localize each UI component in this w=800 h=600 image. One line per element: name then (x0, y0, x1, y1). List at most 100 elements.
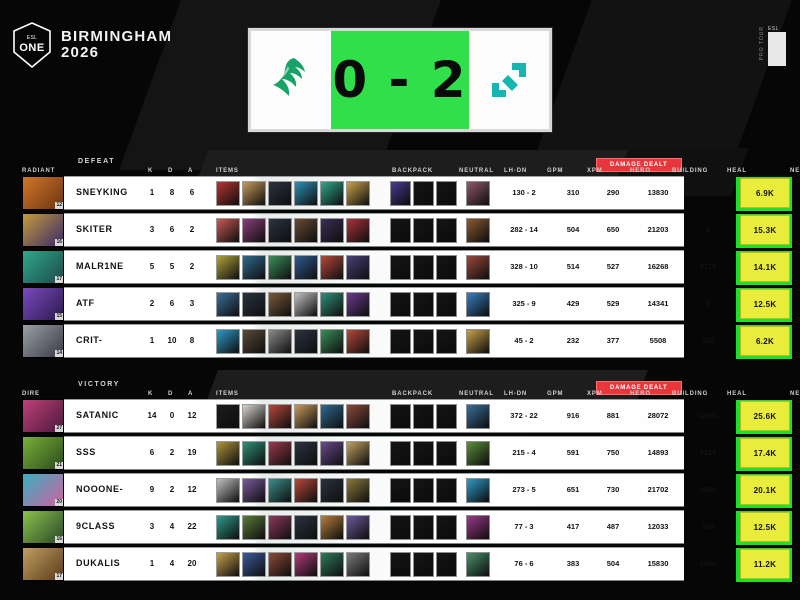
player-row-plate[interactable]: ATF 2 6 3 325 - 9 429 529 14341 0 0 (64, 287, 792, 322)
item-slot[interactable] (320, 404, 344, 429)
item-slot[interactable] (320, 478, 344, 503)
backpack-slot[interactable] (413, 218, 434, 243)
backpack-slot[interactable] (436, 218, 457, 243)
backpack-slot[interactable] (390, 515, 411, 540)
item-slot[interactable] (268, 552, 292, 577)
item-slot[interactable] (346, 404, 370, 429)
item-slot[interactable] (320, 292, 344, 317)
player-row-plate[interactable]: MALR1NE 5 5 2 328 - 10 514 527 16268 371… (64, 250, 792, 285)
player-row-plate[interactable]: SSS 6 2 19 215 - 4 591 750 14893 3129 0 (64, 436, 792, 471)
item-slot[interactable] (242, 329, 266, 354)
table-row[interactable]: 15 ATF 2 6 3 325 - 9 429 529 14341 0 0 1… (0, 287, 800, 322)
table-row[interactable]: 21 SSS 6 2 19 215 - 4 591 750 14893 3129… (0, 436, 800, 471)
item-slot[interactable] (294, 404, 318, 429)
hero-portrait[interactable]: 17 (22, 250, 64, 284)
hero-portrait[interactable]: 21 (22, 436, 64, 470)
backpack-slot[interactable] (413, 404, 434, 429)
player-row-plate[interactable]: SATANIC 14 0 12 372 - 22 916 881 28072 1… (64, 399, 792, 434)
backpack-slot[interactable] (413, 515, 434, 540)
neutral-item[interactable] (466, 441, 490, 466)
neutral-item[interactable] (466, 404, 490, 429)
item-slot[interactable] (320, 181, 344, 206)
item-slot[interactable] (242, 515, 266, 540)
item-slot[interactable] (294, 181, 318, 206)
backpack-slot[interactable] (436, 329, 457, 354)
neutral-item[interactable] (466, 218, 490, 243)
backpack-slot[interactable] (390, 441, 411, 466)
table-row[interactable]: 20 NOOONE- 9 2 12 273 - 5 651 730 21702 … (0, 473, 800, 508)
item-slot[interactable] (294, 478, 318, 503)
neutral-item[interactable] (466, 329, 490, 354)
backpack-slot[interactable] (436, 552, 457, 577)
table-row[interactable]: 16 SKITER 3 6 2 282 - 14 504 650 21203 0… (0, 213, 800, 248)
backpack-slot[interactable] (390, 292, 411, 317)
backpack-slot[interactable] (436, 292, 457, 317)
item-slot[interactable] (346, 441, 370, 466)
table-row[interactable]: 17 MALR1NE 5 5 2 328 - 10 514 527 16268 … (0, 250, 800, 285)
backpack-slot[interactable] (390, 218, 411, 243)
item-slot[interactable] (268, 441, 292, 466)
player-row-plate[interactable]: CRIT- 1 10 8 45 - 2 232 377 5508 326 0 (64, 324, 792, 359)
item-slot[interactable] (242, 441, 266, 466)
item-slot[interactable] (346, 329, 370, 354)
player-row-plate[interactable]: SNEYKING 1 8 6 130 - 2 310 290 13830 0 8… (64, 176, 792, 211)
item-slot[interactable] (346, 515, 370, 540)
backpack-slot[interactable] (390, 552, 411, 577)
item-slot[interactable] (242, 478, 266, 503)
neutral-item[interactable] (466, 255, 490, 280)
item-slot[interactable] (294, 292, 318, 317)
item-slot[interactable] (320, 441, 344, 466)
backpack-slot[interactable] (436, 478, 457, 503)
item-slot[interactable] (294, 218, 318, 243)
backpack-slot[interactable] (390, 329, 411, 354)
item-slot[interactable] (294, 255, 318, 280)
item-slot[interactable] (294, 441, 318, 466)
item-slot[interactable] (216, 218, 240, 243)
item-slot[interactable] (346, 552, 370, 577)
backpack-slot[interactable] (413, 478, 434, 503)
backpack-slot[interactable] (436, 255, 457, 280)
item-slot[interactable] (320, 552, 344, 577)
item-slot[interactable] (320, 329, 344, 354)
player-row-plate[interactable]: NOOONE- 9 2 12 273 - 5 651 730 21702 806… (64, 473, 792, 508)
hero-portrait[interactable]: 17 (22, 547, 64, 581)
item-slot[interactable] (242, 255, 266, 280)
table-row[interactable]: 17 DUKALIS 1 4 20 76 - 6 383 504 15830 1… (0, 547, 800, 582)
backpack-slot[interactable] (390, 181, 411, 206)
backpack-slot[interactable] (436, 181, 457, 206)
table-row[interactable]: 14 CRIT- 1 10 8 45 - 2 232 377 5508 326 … (0, 324, 800, 359)
player-row-plate[interactable]: DUKALIS 1 4 20 76 - 6 383 504 15830 1090… (64, 547, 792, 582)
item-slot[interactable] (346, 478, 370, 503)
item-slot[interactable] (294, 515, 318, 540)
player-row-plate[interactable]: SKITER 3 6 2 282 - 14 504 650 21203 0 0 (64, 213, 792, 248)
hero-portrait[interactable]: 16 (22, 510, 64, 544)
item-slot[interactable] (346, 292, 370, 317)
item-slot[interactable] (268, 515, 292, 540)
item-slot[interactable] (242, 292, 266, 317)
item-slot[interactable] (346, 218, 370, 243)
item-slot[interactable] (268, 478, 292, 503)
neutral-item[interactable] (466, 515, 490, 540)
item-slot[interactable] (242, 181, 266, 206)
backpack-slot[interactable] (436, 441, 457, 466)
backpack-slot[interactable] (413, 441, 434, 466)
item-slot[interactable] (320, 255, 344, 280)
item-slot[interactable] (268, 255, 292, 280)
neutral-item[interactable] (466, 292, 490, 317)
neutral-item[interactable] (466, 552, 490, 577)
table-row[interactable]: 12 SNEYKING 1 8 6 130 - 2 310 290 13830 … (0, 176, 800, 211)
item-slot[interactable] (268, 329, 292, 354)
backpack-slot[interactable] (390, 478, 411, 503)
neutral-item[interactable] (466, 478, 490, 503)
neutral-item[interactable] (466, 181, 490, 206)
table-row[interactable]: 27 SATANIC 14 0 12 372 - 22 916 881 2807… (0, 399, 800, 434)
item-slot[interactable] (242, 218, 266, 243)
backpack-slot[interactable] (413, 255, 434, 280)
item-slot[interactable] (216, 329, 240, 354)
item-slot[interactable] (268, 181, 292, 206)
backpack-slot[interactable] (413, 552, 434, 577)
item-slot[interactable] (320, 515, 344, 540)
backpack-slot[interactable] (390, 255, 411, 280)
hero-portrait[interactable]: 16 (22, 213, 64, 247)
item-slot[interactable] (320, 218, 344, 243)
